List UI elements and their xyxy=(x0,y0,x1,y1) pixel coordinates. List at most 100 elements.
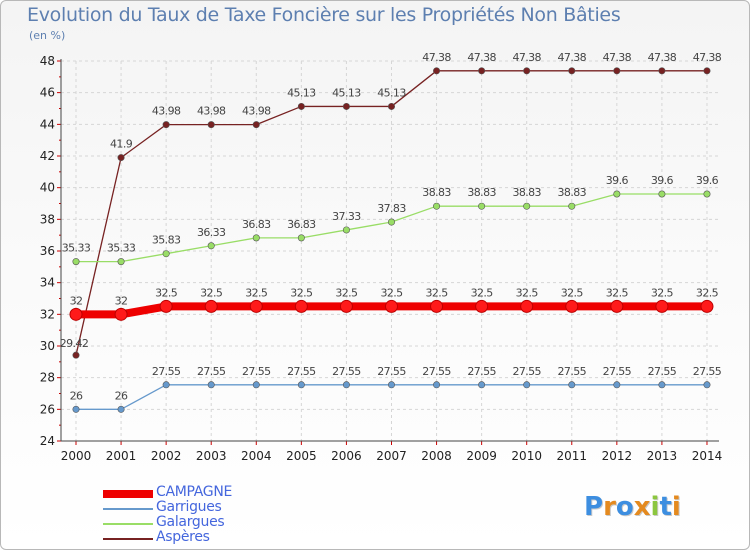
data-label: 38.83 xyxy=(558,186,587,199)
data-label: 32.5 xyxy=(651,286,674,299)
data-label: 27.55 xyxy=(197,365,226,378)
data-point-aspères xyxy=(387,102,395,110)
data-label: 27.55 xyxy=(603,365,632,378)
data-label: 32.5 xyxy=(606,286,629,299)
data-label: 32 xyxy=(115,294,128,307)
data-point-campagne xyxy=(520,299,534,313)
data-point-galargues xyxy=(613,190,621,198)
data-label: 32.5 xyxy=(380,286,403,299)
y-tick-label: 32 xyxy=(40,307,55,321)
y-tick-label: 38 xyxy=(40,212,55,226)
data-point-aspères xyxy=(433,67,441,75)
data-point-galargues xyxy=(478,202,486,210)
data-label: 32.5 xyxy=(516,286,539,299)
data-label: 27.55 xyxy=(648,365,677,378)
data-label: 37.33 xyxy=(332,210,361,223)
x-tick-label: 2005 xyxy=(286,449,317,463)
logo-letter: o xyxy=(615,492,634,522)
data-point-garrigues xyxy=(342,381,350,389)
data-point-galargues xyxy=(162,250,170,258)
x-tick-label: 2004 xyxy=(241,449,272,463)
legend-swatch xyxy=(103,523,153,525)
x-tick-label: 2011 xyxy=(556,449,587,463)
data-point-garrigues xyxy=(433,381,441,389)
y-tick-label: 34 xyxy=(40,276,55,290)
data-point-campagne xyxy=(339,299,353,313)
data-point-campagne xyxy=(204,299,218,313)
data-point-garrigues xyxy=(117,405,125,413)
data-label: 32.5 xyxy=(335,286,358,299)
x-tick-label: 2013 xyxy=(647,449,678,463)
y-tick-label: 48 xyxy=(40,54,55,68)
data-point-aspères xyxy=(523,67,531,75)
data-point-garrigues xyxy=(568,381,576,389)
data-point-campagne xyxy=(430,299,444,313)
chart-title: Evolution du Taux de Taxe Foncière sur l… xyxy=(27,4,621,26)
data-label: 32.5 xyxy=(696,286,719,299)
data-label: 26 xyxy=(70,389,83,402)
data-point-galargues xyxy=(387,218,395,226)
y-tick-label: 44 xyxy=(40,117,55,131)
data-label: 32.5 xyxy=(290,286,313,299)
legend-label: Aspères xyxy=(156,529,210,545)
x-tick-label: 2014 xyxy=(692,449,723,463)
data-point-garrigues xyxy=(523,381,531,389)
legend-label: Galargues xyxy=(156,514,225,530)
y-tick-label: 24 xyxy=(40,434,55,448)
data-point-galargues xyxy=(658,190,666,198)
x-tick-label: 2002 xyxy=(151,449,182,463)
data-label: 35.83 xyxy=(152,234,181,247)
data-point-aspères xyxy=(72,351,80,359)
data-point-galargues xyxy=(72,258,80,266)
data-label: 32 xyxy=(70,294,83,307)
y-tick-label: 46 xyxy=(40,86,55,100)
data-label: 45.13 xyxy=(332,86,361,99)
data-label: 38.83 xyxy=(467,186,496,199)
data-label: 29.42 xyxy=(60,337,89,350)
data-label: 47.38 xyxy=(467,51,496,64)
data-label: 41.9 xyxy=(110,138,133,151)
y-tick-label: 36 xyxy=(40,244,55,258)
data-point-garrigues xyxy=(703,381,711,389)
data-label: 27.55 xyxy=(152,365,181,378)
data-point-campagne xyxy=(159,299,173,313)
data-label: 43.98 xyxy=(242,105,271,118)
data-label: 45.13 xyxy=(377,86,406,99)
y-tick-label: 30 xyxy=(40,339,55,353)
data-point-aspères xyxy=(613,67,621,75)
data-label: 36.33 xyxy=(197,226,226,239)
data-point-galargues xyxy=(252,234,260,242)
data-point-galargues xyxy=(117,258,125,266)
axes: 24 26 28 30 32 34 36 38 40 42 44 46 48 2000 2001 2002 20… xyxy=(40,54,723,463)
data-label: 35.33 xyxy=(62,242,91,255)
data-point-garrigues xyxy=(72,405,80,413)
data-point-galargues xyxy=(523,202,531,210)
data-point-galargues xyxy=(207,242,215,250)
logo-letter: r xyxy=(603,492,616,522)
logo-letter: t xyxy=(659,492,672,522)
data-point-aspères xyxy=(252,121,260,129)
data-label: 38.83 xyxy=(422,186,451,199)
data-point-garrigues xyxy=(387,381,395,389)
data-label: 45.13 xyxy=(287,86,316,99)
legend-swatch xyxy=(103,538,153,540)
logo-letter: P xyxy=(584,492,604,522)
data-label: 32.5 xyxy=(561,286,584,299)
data-point-garrigues xyxy=(252,381,260,389)
proxiti-logo: Proxiti xyxy=(584,492,681,522)
data-point-campagne xyxy=(700,299,714,313)
data-point-aspères xyxy=(207,121,215,129)
data-label: 27.55 xyxy=(242,365,271,378)
data-label: 27.55 xyxy=(467,365,496,378)
data-point-aspères xyxy=(342,102,350,110)
data-point-aspères xyxy=(297,102,305,110)
data-label: 27.55 xyxy=(558,365,587,378)
x-tick-label: 2010 xyxy=(511,449,542,463)
data-label: 47.38 xyxy=(693,51,722,64)
data-label: 27.55 xyxy=(332,365,361,378)
data-label: 47.38 xyxy=(603,51,632,64)
logo-letter: i xyxy=(671,492,681,522)
data-point-aspères xyxy=(568,67,576,75)
legend-swatch xyxy=(103,490,153,498)
